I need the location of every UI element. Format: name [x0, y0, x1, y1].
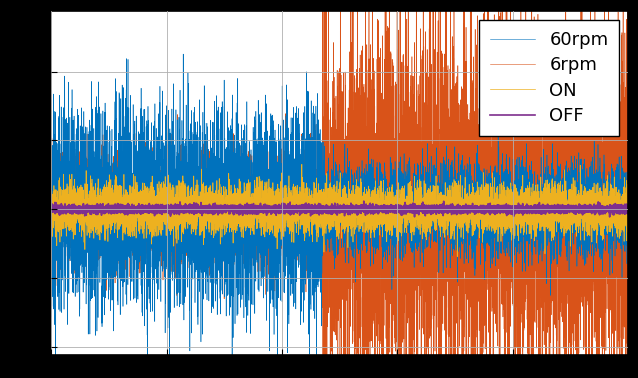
OFF [71, 204, 78, 209]
60rpm [47, 184, 55, 189]
ON [82, 206, 89, 211]
OFF [606, 215, 614, 219]
OFF [82, 204, 89, 209]
6rpm [594, 125, 602, 129]
OFF [160, 209, 168, 214]
OFF [47, 210, 55, 214]
OFF [50, 206, 57, 211]
ON [50, 189, 57, 194]
60rpm [594, 215, 602, 220]
60rpm [330, 196, 338, 201]
6rpm [50, 201, 57, 206]
60rpm [160, 211, 168, 215]
6rpm [625, 243, 632, 248]
6rpm [71, 151, 78, 155]
OFF [625, 207, 632, 212]
ON [71, 210, 78, 214]
ON [454, 254, 461, 259]
60rpm [179, 52, 187, 56]
ON [160, 208, 168, 212]
6rpm [329, 224, 337, 229]
60rpm [71, 241, 78, 245]
Line: OFF: OFF [51, 201, 628, 217]
Line: 6rpm: 6rpm [51, 0, 628, 378]
6rpm [82, 183, 89, 187]
60rpm [50, 250, 57, 255]
ON [594, 213, 602, 218]
6rpm [160, 182, 168, 187]
OFF [594, 208, 602, 212]
60rpm [82, 158, 89, 162]
Legend: 60rpm, 6rpm, ON, OFF: 60rpm, 6rpm, ON, OFF [479, 20, 619, 136]
Line: ON: ON [51, 164, 628, 257]
ON [625, 213, 632, 217]
ON [47, 222, 55, 226]
6rpm [47, 188, 55, 192]
Line: 60rpm: 60rpm [51, 54, 628, 378]
ON [298, 162, 306, 167]
ON [329, 194, 337, 199]
OFF [360, 199, 367, 203]
60rpm [625, 212, 632, 217]
OFF [329, 204, 337, 209]
